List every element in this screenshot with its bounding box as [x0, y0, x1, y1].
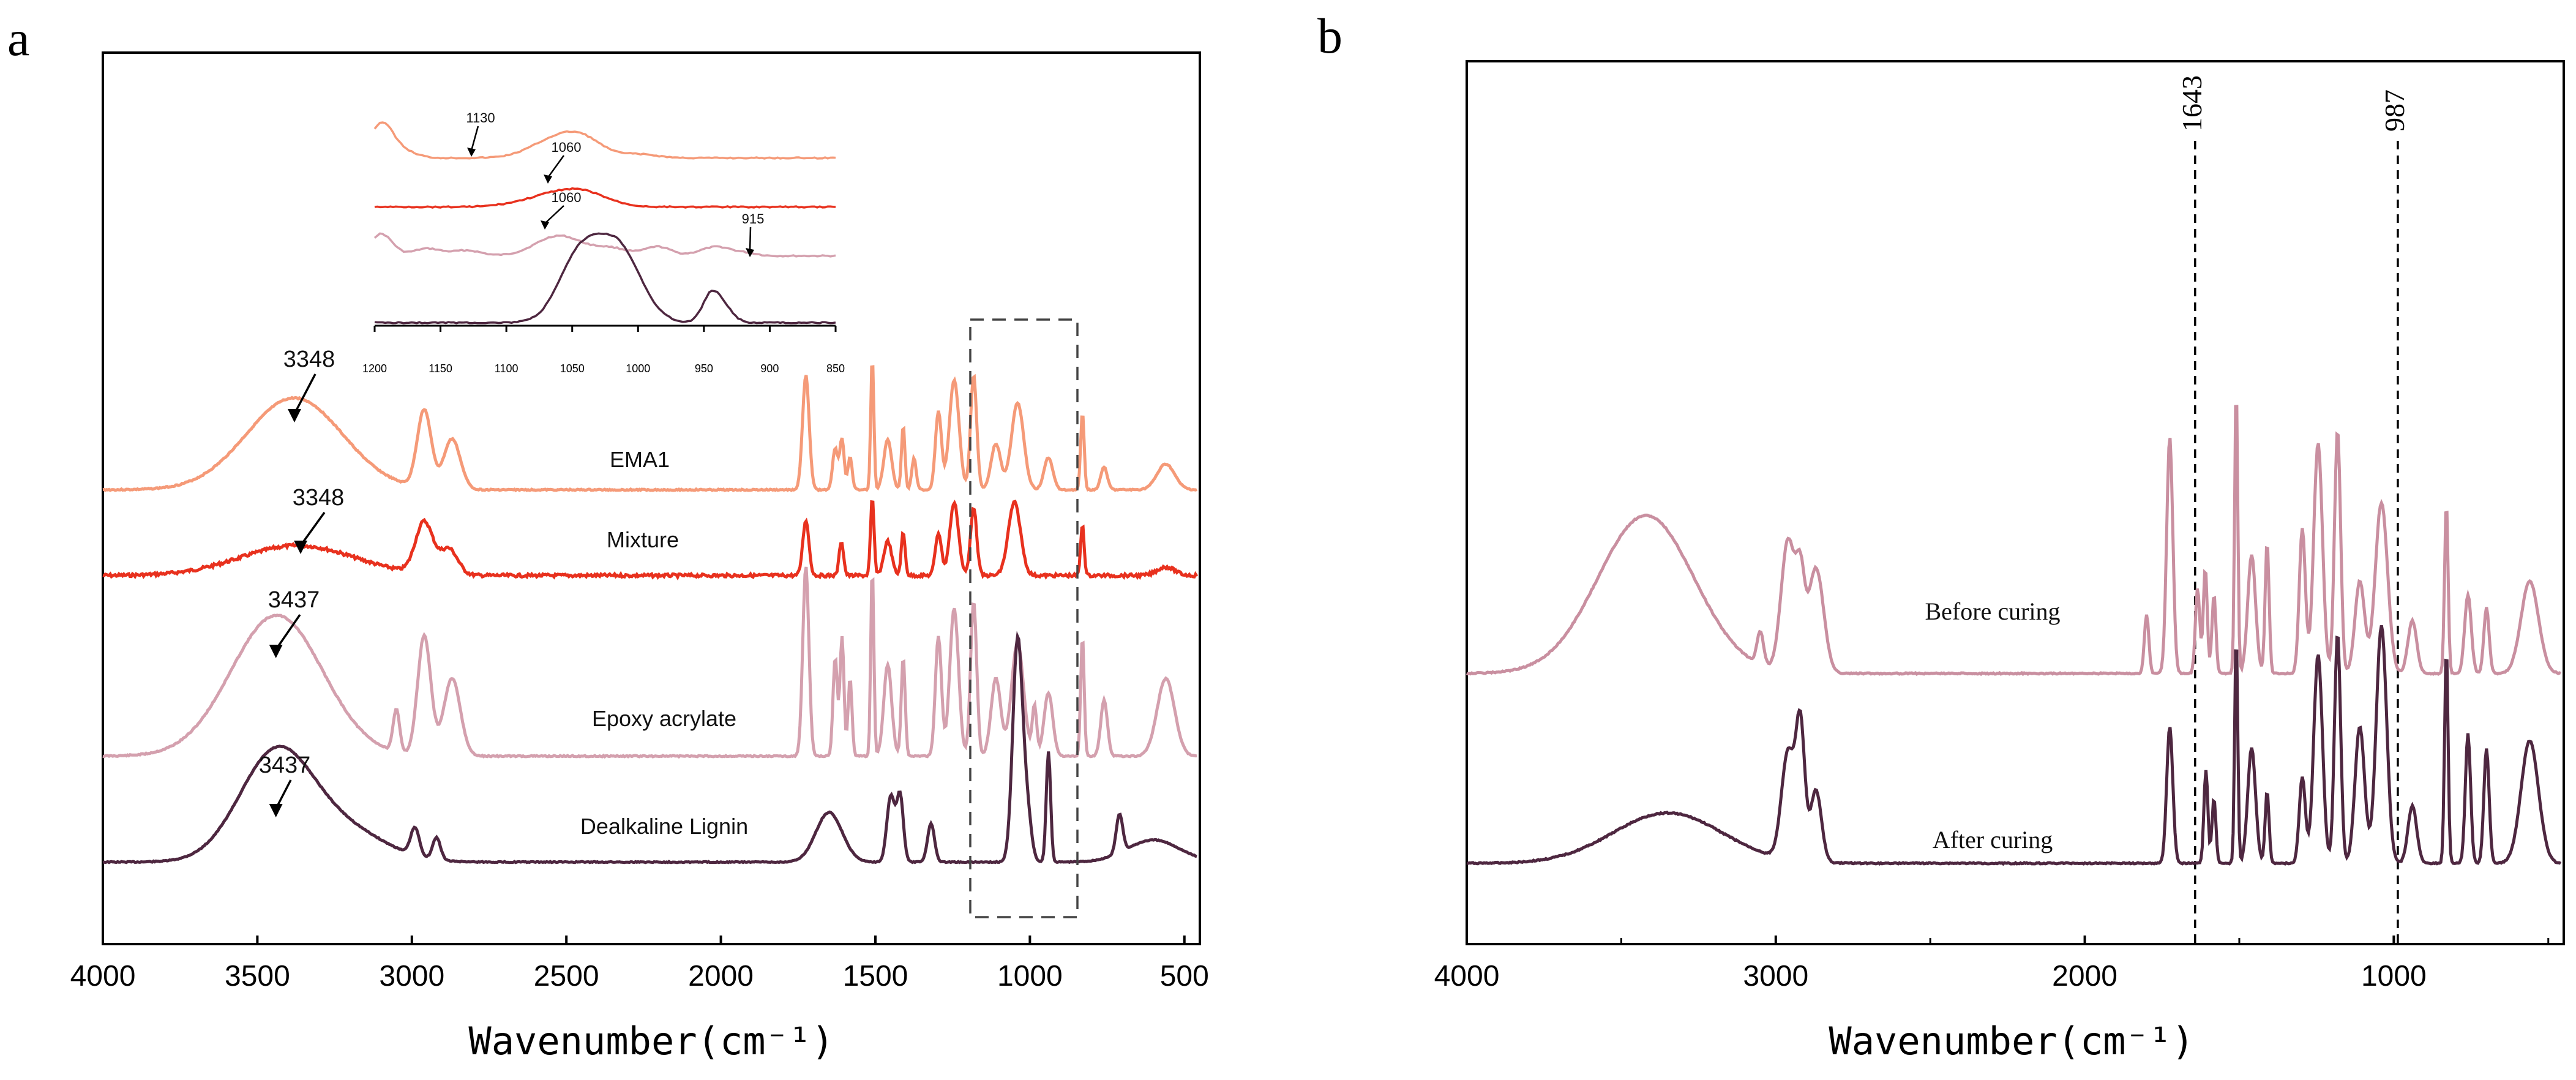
series-line-before-curing	[1466, 405, 2561, 677]
panel-a-plot-frame	[102, 51, 1201, 945]
reference-line-label: 1643	[2176, 75, 2207, 132]
inset-x-tick-label: 1050	[560, 362, 585, 375]
panel-b: b 4000 3000 2000 1000 Wavenumber(cm⁻¹) 1643…	[1317, 8, 2565, 1063]
panel-a-x-axis-label: Wavenumber(cm⁻¹)	[468, 1019, 834, 1063]
inset-x-tick-label: 900	[760, 362, 779, 375]
panel-a-inset: 1200 1150 1100 1050 1000 950 900 850 1130 1060 106…	[362, 110, 845, 375]
peak-annotation-arrow	[293, 373, 316, 414]
x-tick-label: 2000	[2052, 960, 2117, 992]
panel-a-zoom-region-box	[969, 318, 1079, 918]
inset-x-tick-label: 1200	[362, 362, 387, 375]
peak-annotation-arrowhead	[269, 645, 283, 658]
x-tick-label: 4000	[70, 960, 136, 992]
peak-annotation-arrow	[299, 511, 326, 547]
series-line-after-curing	[1466, 625, 2562, 866]
series-line-mixture	[102, 500, 1199, 581]
x-tick-label: 500	[1160, 960, 1209, 992]
inset-peak-annotation-label: 1060	[552, 140, 582, 155]
peak-annotation-arrowhead	[287, 409, 301, 422]
x-tick-label: 3000	[379, 960, 444, 992]
inset-x-tick-label: 1100	[495, 362, 519, 375]
inset-x-tick-label: 1000	[626, 362, 650, 375]
panel-b-series: Before curing After curing	[1466, 405, 2562, 866]
x-tick-label: 1500	[843, 960, 908, 992]
panel-a-x-axis: 4000 3500 3000 2500 2000 1500 1000 500	[70, 936, 1209, 992]
panel-b-reference-lines: 1643 987	[2176, 75, 2410, 944]
panel-b-x-axis: 4000 3000 2000 1000	[1434, 936, 2550, 992]
inset-peak-annotation-label: 915	[742, 211, 765, 227]
inset-series-line-ema1	[373, 121, 836, 160]
x-tick-label: 3000	[1743, 960, 1808, 992]
panel-b-x-axis-label: Wavenumber(cm⁻¹)	[1829, 1019, 2194, 1063]
series-label-ema1: EMA1	[610, 447, 670, 472]
inset-peak-annotation-arrow	[547, 155, 565, 178]
panel-b-plot-frame	[1466, 60, 2565, 945]
inset-x-tick-label: 850	[826, 362, 845, 375]
series-label-dealkaline-lignin: Dealkaline Lignin	[580, 814, 748, 839]
inset-peak-annotation-arrowhead	[544, 174, 552, 184]
x-tick-label: 4000	[1434, 960, 1500, 992]
panel-a-series: EMA1 Mixture Epoxy acrylate Dealkaline Lign…	[102, 347, 1199, 864]
inset-peak-annotation-arrow	[470, 126, 479, 151]
inset-peak-annotation-label: 1130	[466, 110, 495, 126]
series-line-dealkaline-lignin	[102, 631, 1197, 864]
x-tick-label: 3500	[225, 960, 290, 992]
inset-x-tick-label: 950	[695, 362, 713, 375]
panel-a-label: a	[7, 10, 29, 66]
x-tick-label: 2500	[534, 960, 599, 992]
series-label-before-curing: Before curing	[1925, 598, 2060, 625]
peak-annotation-arrow	[275, 614, 301, 650]
inset-peak-annotation-arrowhead	[467, 148, 476, 157]
peak-annotation-label: 3437	[259, 752, 311, 778]
peak-annotation-arrowhead	[294, 541, 308, 554]
series-label-epoxy-acrylate: Epoxy acrylate	[592, 706, 736, 731]
inset-peak-annotation-arrowhead	[541, 220, 549, 230]
series-label-mixture: Mixture	[607, 527, 679, 552]
panel-b-label: b	[1317, 8, 1342, 64]
x-tick-label: 1000	[997, 960, 1063, 992]
inset-series-line-dealkaline-lignin	[374, 232, 836, 324]
inset-peak-annotation-label: 1060	[552, 190, 582, 205]
inset-peak-annotation-arrowhead	[746, 248, 754, 257]
inset-series-line-mixture	[374, 187, 836, 209]
x-tick-label: 1000	[2361, 960, 2427, 992]
series-line-ema1	[102, 365, 1197, 493]
inset-series-line-epoxy-acrylate	[373, 232, 836, 258]
panel-a: a 4000 3500 3000 2500 2000 1500 1000 500 Wavenu…	[7, 10, 1209, 1063]
peak-annotation-arrowhead	[269, 804, 283, 817]
peak-annotation-label: 3348	[293, 485, 345, 511]
inset-x-tick-label: 1150	[429, 362, 452, 375]
inset-peak-annotation-arrow	[544, 205, 564, 224]
inset-peak-annotation-arrow	[749, 227, 752, 252]
reference-line-label: 987	[2379, 89, 2410, 132]
peak-annotation-label: 3437	[268, 587, 320, 613]
series-label-after-curing: After curing	[1933, 826, 2053, 853]
x-tick-label: 2000	[688, 960, 754, 992]
peak-annotation-label: 3348	[283, 347, 335, 372]
